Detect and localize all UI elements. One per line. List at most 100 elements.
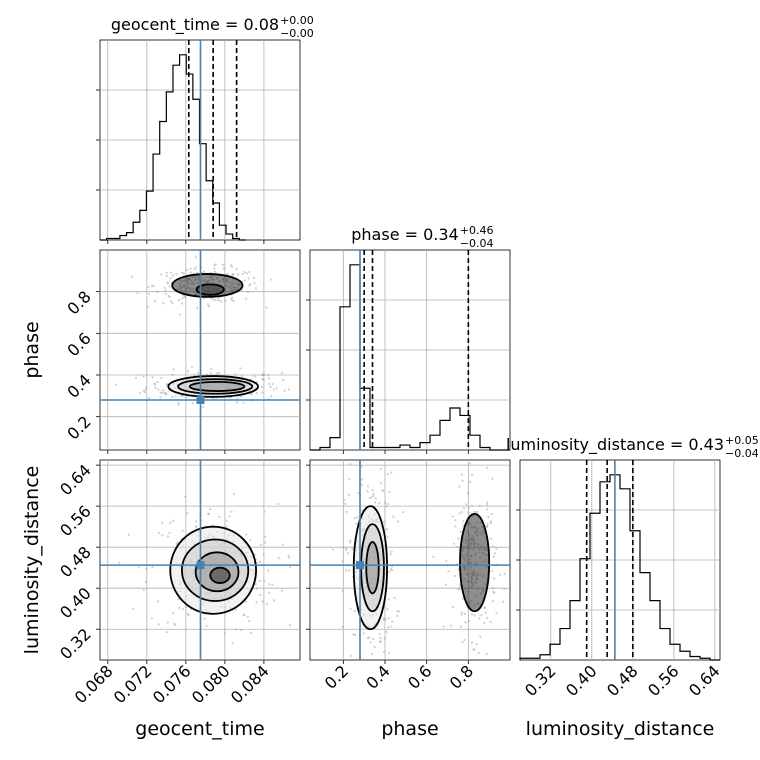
sample-point xyxy=(349,539,352,542)
sample-point xyxy=(348,477,351,481)
sample-point xyxy=(461,597,465,600)
sample-point xyxy=(161,391,164,394)
sample-point xyxy=(169,277,172,280)
sample-point xyxy=(484,611,488,614)
sample-point xyxy=(386,536,389,539)
sample-point xyxy=(144,388,148,391)
sample-point xyxy=(261,373,264,376)
sample-point xyxy=(183,296,187,299)
sample-point xyxy=(190,365,194,369)
sample-point xyxy=(138,391,142,395)
sample-point xyxy=(468,620,471,623)
sample-point xyxy=(473,510,476,514)
sample-point xyxy=(460,613,463,616)
sample-point xyxy=(249,631,253,635)
sample-point xyxy=(147,292,150,296)
sample-point xyxy=(160,273,163,276)
sample-point xyxy=(136,292,139,295)
xtick-label-geocent_time-0: 0.068 xyxy=(71,661,117,707)
sample-point xyxy=(382,618,386,622)
sample-point xyxy=(374,501,377,504)
sample-point xyxy=(372,637,375,641)
panel-phase-luminosity_distance xyxy=(306,459,511,689)
sample-point xyxy=(374,497,377,500)
sample-point xyxy=(166,621,169,624)
sample-point xyxy=(341,560,344,563)
sample-point xyxy=(357,491,360,495)
xtick-label-geocent_time-3: 0.080 xyxy=(188,661,234,707)
sample-point xyxy=(230,510,233,513)
sample-point xyxy=(131,275,134,278)
sample-point xyxy=(445,559,448,563)
sample-point xyxy=(168,295,171,298)
sample-point xyxy=(205,373,209,376)
sample-point xyxy=(288,566,292,569)
sample-point xyxy=(265,306,268,309)
sample-point xyxy=(363,687,365,689)
sample-point xyxy=(454,519,457,522)
sample-point xyxy=(366,485,369,488)
sample-point xyxy=(360,509,364,512)
sample-point xyxy=(442,625,445,628)
truth-marker-geocent_time-phase xyxy=(196,396,205,404)
sample-point xyxy=(387,598,390,601)
sample-point xyxy=(223,632,226,635)
sample-point xyxy=(475,642,478,646)
sample-point xyxy=(143,390,146,394)
sample-point xyxy=(259,543,262,547)
title-phase: phase = 0.34 xyxy=(351,225,458,244)
sample-point xyxy=(151,376,154,379)
sample-point xyxy=(262,373,266,377)
sample-point xyxy=(460,510,463,514)
sample-point xyxy=(502,600,505,603)
sample-point xyxy=(181,271,184,274)
sample-point xyxy=(232,299,235,303)
sample-point xyxy=(181,297,184,300)
xtick-label-phase-3: 0.8 xyxy=(446,661,477,692)
sample-point xyxy=(231,296,234,300)
xtick-label-luminosity_distance-3: 0.56 xyxy=(644,661,683,700)
sample-point xyxy=(386,608,389,611)
sample-point xyxy=(165,393,168,396)
ylabel-luminosity_distance: luminosity_distance xyxy=(21,466,43,655)
sample-point xyxy=(186,612,189,615)
sample-point xyxy=(372,492,375,496)
sample-point xyxy=(236,397,239,400)
sample-point xyxy=(451,515,454,518)
sample-point xyxy=(268,377,271,380)
sample-point xyxy=(267,374,270,377)
sample-point xyxy=(366,490,369,493)
title-plus-luminosity_distance: +0.05 xyxy=(725,434,759,447)
sample-point xyxy=(261,391,264,394)
sample-point xyxy=(452,542,456,545)
sample-point xyxy=(245,533,248,536)
sample-point xyxy=(268,583,271,586)
xtick-label-phase-2: 0.6 xyxy=(404,661,435,692)
sample-point xyxy=(166,535,170,538)
sample-point xyxy=(368,497,371,500)
sample-point xyxy=(382,520,385,523)
xlabel-phase: phase xyxy=(381,718,438,740)
sample-point xyxy=(196,371,200,375)
sample-point xyxy=(478,617,481,620)
xtick-label-geocent_time-1: 0.072 xyxy=(110,661,156,707)
sample-point xyxy=(231,265,234,268)
sample-point xyxy=(485,508,489,511)
sample-point xyxy=(217,299,220,302)
sample-point xyxy=(461,479,464,482)
sample-point xyxy=(397,610,401,613)
sample-point xyxy=(172,519,175,522)
ytick-label-luminosity_distance-0: 0.32 xyxy=(56,625,95,664)
sample-point xyxy=(248,270,251,274)
sample-point xyxy=(242,401,245,404)
sample-point xyxy=(485,501,489,504)
sample-point xyxy=(156,290,159,293)
sample-point xyxy=(154,386,157,389)
sample-point xyxy=(486,522,489,525)
xtick-label-geocent_time-4: 0.084 xyxy=(227,661,273,707)
sample-point xyxy=(147,286,150,289)
sample-point xyxy=(473,614,476,617)
sample-point xyxy=(243,279,247,282)
ytick-label-luminosity_distance-2: 0.48 xyxy=(56,543,95,582)
